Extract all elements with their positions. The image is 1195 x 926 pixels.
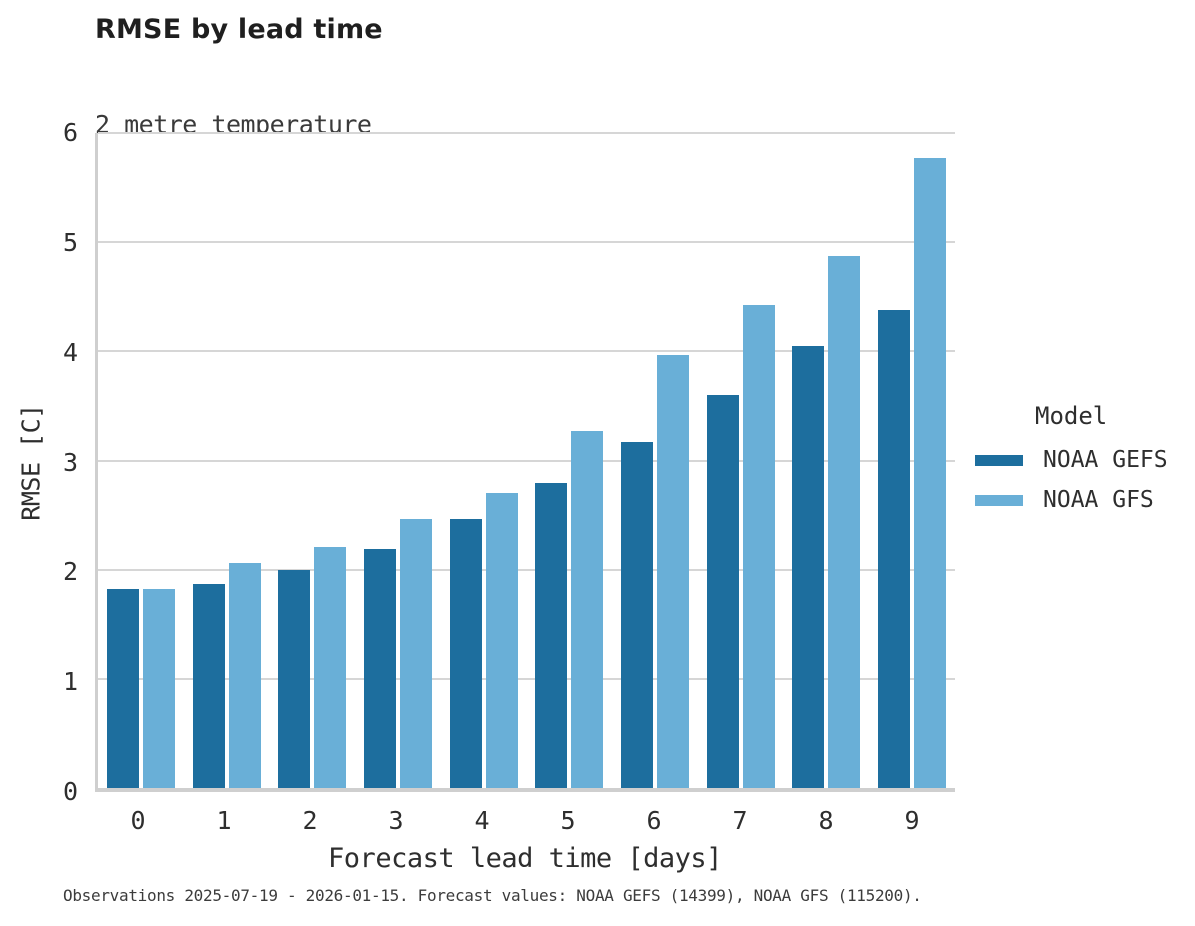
legend-label-noaa-gfs: NOAA GFS: [1043, 487, 1154, 513]
bar-noaa-gefs-day-3: [363, 548, 396, 788]
x-axis-title: Forecast lead time [days]: [328, 843, 722, 874]
gridline-y5: [98, 241, 955, 244]
bar-noaa-gfs-day-6: [657, 354, 690, 788]
bar-noaa-gefs-day-9: [878, 309, 911, 788]
gridline-y4: [98, 350, 955, 353]
bar-noaa-gefs-day-2: [278, 569, 311, 788]
x-tick-label-5: 5: [560, 806, 576, 835]
bar-group-day-3: [355, 133, 441, 788]
bar-noaa-gefs-day-7: [706, 395, 739, 788]
x-tick-labels: 0 1 2 3 4 5 6 7 8 9: [95, 806, 955, 835]
bar-noaa-gfs-day-9: [914, 158, 947, 788]
plot-area: [95, 132, 955, 792]
legend-label-noaa-gefs: NOAA GEFS: [1043, 447, 1168, 473]
legend-item-noaa-gfs: NOAA GFS: [975, 480, 1190, 520]
bar-group-day-6: [612, 133, 698, 788]
bar-group-day-1: [184, 133, 270, 788]
bar-noaa-gfs-day-4: [485, 493, 518, 788]
bar-noaa-gfs-day-7: [742, 305, 775, 788]
bar-noaa-gfs-day-5: [571, 431, 604, 788]
x-tick-label-4: 4: [474, 806, 490, 835]
bar-noaa-gfs-day-1: [228, 563, 261, 788]
x-tick-label-6: 6: [646, 806, 662, 835]
x-tick-label-3: 3: [388, 806, 404, 835]
y-tick-label-2: 2: [62, 557, 78, 587]
legend-item-noaa-gefs: NOAA GEFS: [975, 440, 1190, 480]
y-tick-label-4: 4: [62, 337, 78, 367]
y-tick-label-0: 0: [62, 777, 78, 806]
bar-group-day-2: [269, 133, 355, 788]
x-tick-label-0: 0: [130, 806, 146, 835]
bar-noaa-gefs-day-6: [621, 441, 654, 788]
gridline-y3: [98, 459, 955, 462]
bar-noaa-gefs-day-5: [535, 483, 568, 788]
x-tick-label-1: 1: [216, 806, 232, 835]
bar-groups: [98, 133, 955, 788]
x-tick-label-7: 7: [732, 806, 748, 835]
bar-noaa-gfs-day-0: [142, 589, 175, 788]
bar-noaa-gfs-day-2: [314, 546, 347, 788]
gridline-y6: [98, 132, 955, 134]
y-tick-label-1: 1: [62, 667, 78, 697]
bar-noaa-gefs-day-0: [106, 589, 139, 788]
legend: Model NOAA GEFS NOAA GFS: [975, 402, 1190, 520]
bar-noaa-gfs-day-3: [399, 519, 432, 788]
chart-title: RMSE by lead time: [95, 14, 383, 45]
x-tick-label-9: 9: [904, 806, 920, 835]
y-tick-label-6: 6: [62, 118, 78, 147]
legend-swatch-noaa-gefs: [975, 454, 1023, 466]
bar-group-day-9: [869, 133, 955, 788]
bar-group-day-5: [527, 133, 613, 788]
bar-group-day-7: [698, 133, 784, 788]
x-tick-label-8: 8: [818, 806, 834, 835]
bar-group-day-4: [441, 133, 527, 788]
gridline-y1: [98, 677, 955, 680]
bar-noaa-gfs-day-8: [828, 256, 861, 788]
bar-noaa-gefs-day-8: [792, 345, 825, 788]
bar-group-day-0: [98, 133, 184, 788]
bar-group-day-8: [784, 133, 870, 788]
x-tick-label-2: 2: [302, 806, 318, 835]
y-tick-labels: 0 1 2 3 4 5 6: [0, 118, 78, 806]
y-tick-label-3: 3: [62, 447, 78, 477]
footer-note: Observations 2025-07-19 - 2026-01-15. Fo…: [63, 886, 922, 905]
y-tick-label-5: 5: [62, 227, 78, 257]
legend-swatch-noaa-gfs: [975, 494, 1023, 506]
bar-noaa-gefs-day-4: [449, 519, 482, 788]
legend-title: Model: [1035, 402, 1108, 430]
gridline-y2: [98, 568, 955, 571]
bar-noaa-gefs-day-1: [192, 583, 225, 788]
